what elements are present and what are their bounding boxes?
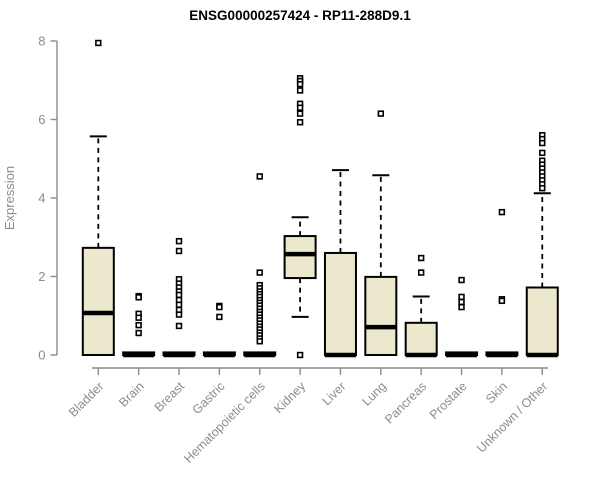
outlier-point [498,208,506,216]
box-group [202,302,236,358]
iqr-box [364,275,398,356]
outlier-point [216,313,223,321]
boxplot-series [81,39,559,359]
iqr-box [404,321,438,357]
box-group [445,276,479,358]
box-group [525,132,559,358]
y-tick-label: 6 [38,112,45,127]
y-tick-label: 4 [38,191,45,206]
outlier-point [216,303,223,311]
x-category-label: Pancreas [382,379,429,426]
outlier-point [539,184,546,192]
outlier-point [95,39,102,47]
x-category-label: Gastric [190,379,228,417]
outlier-point [377,110,385,117]
box-group [283,75,317,359]
outlier-point [296,80,304,88]
box-group [364,110,398,356]
x-category-label: Kidney [271,379,308,416]
outlier-point [458,303,465,311]
iqr-box [283,235,317,280]
outlier-point [135,294,142,301]
box-group [323,169,357,358]
outlier-point [458,298,465,306]
outlier-point [539,139,546,147]
x-category-label: Liver [320,379,349,408]
y-tick-label: 2 [38,269,45,284]
outlier-point [175,291,183,299]
outlier-point [175,311,183,318]
box-group [162,237,196,358]
box-group [81,39,115,356]
outlier-point [458,293,465,301]
box-group [404,254,438,358]
outlier-point [135,314,142,321]
outlier-point [256,269,263,276]
iqr-box [81,246,115,356]
chart-title: ENSG00000257424 - RP11-288D9.1 [189,8,411,23]
outlier-point [135,321,142,329]
outlier-point [296,104,304,111]
outlier-point [539,149,546,157]
box-group [485,208,519,358]
outlier-point [175,237,183,245]
x-category-label: Prostate [427,379,470,422]
outlier-point [256,338,263,345]
outlier-point [498,297,506,305]
x-category-label: Unknown / Other [474,379,550,455]
outlier-point [296,110,304,117]
outlier-point [296,351,304,359]
x-category-label: Breast [152,379,188,415]
outlier-point [135,329,142,337]
box-group [122,292,156,358]
x-category-label: Skin [483,379,510,406]
x-category-label: Hematopoietic cells [181,379,268,466]
x-category-label: Brain [116,379,147,410]
y-tick-label: 8 [38,34,45,49]
iqr-box [525,286,559,356]
outlier-point [175,247,183,255]
iqr-box [323,251,357,356]
outlier-point [417,254,425,262]
box-group [243,173,277,358]
outlier-point [175,322,183,330]
outlier-point [458,276,465,284]
outlier-point [417,269,425,276]
outlier-point [175,301,183,308]
x-category-label: Bladder [66,379,106,419]
x-category-label: Lung [359,379,389,409]
outlier-point [256,173,263,180]
y-axis-label: Expression [2,166,17,230]
y-tick-label: 0 [38,348,45,363]
outlier-point [296,119,304,126]
outlier-point [296,87,304,94]
